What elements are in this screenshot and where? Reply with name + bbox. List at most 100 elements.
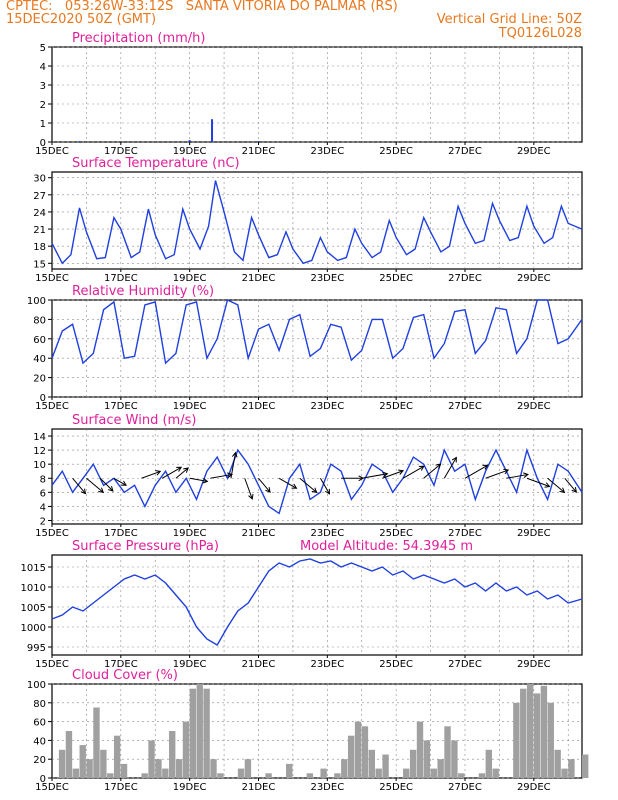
- wind-arrow-head: [418, 465, 425, 471]
- wind-arrow: [175, 467, 189, 479]
- wind-arrow: [423, 463, 441, 479]
- cloud-xtick-label: 27DEC: [448, 782, 482, 793]
- wind-arrow-head: [571, 487, 578, 493]
- rh-xtick-label: 25DEC: [379, 401, 413, 412]
- precip-xtick-label: 29DEC: [517, 146, 551, 157]
- pres-title: Surface Pressure (hPa): [72, 539, 219, 554]
- wind-arrow-head: [231, 451, 238, 458]
- cloud-bar: [540, 685, 548, 778]
- wind-ytick-label: 4: [40, 502, 46, 513]
- wind-ytick-label: 10: [33, 460, 46, 471]
- wind-arrow-head: [311, 487, 318, 494]
- rh-ytick-label: 40: [33, 354, 46, 365]
- cloud-bar: [182, 721, 190, 778]
- cloud-bar: [582, 754, 589, 778]
- precip-xtick-label: 23DEC: [310, 146, 344, 157]
- cloud-bar: [141, 773, 148, 778]
- rh-xtick-label: 29DEC: [517, 401, 551, 412]
- temp-ytick-label: 21: [33, 225, 46, 236]
- precip-ytick-label: 2: [40, 100, 46, 111]
- cloud-bar: [306, 773, 314, 778]
- wind-arrow: [443, 457, 457, 479]
- wind-arrow: [244, 478, 253, 500]
- wind-arrow: [547, 477, 565, 493]
- wind-arrow: [210, 473, 233, 479]
- wind-ytick-label: 6: [40, 488, 46, 499]
- wind-arrow-head: [183, 467, 189, 473]
- cloud-bar: [93, 707, 100, 778]
- wind-xtick-label: 17DEC: [104, 528, 138, 539]
- cloud-bar: [237, 768, 245, 778]
- wind-arrow-head: [121, 480, 127, 486]
- cloud-bar: [561, 768, 568, 778]
- pres-xtick-label: 19DEC: [173, 659, 207, 670]
- rh-xtick-label: 27DEC: [448, 401, 482, 412]
- pres-series-line: [51, 558, 583, 646]
- precip-bar: [78, 141, 81, 142]
- cloud-xtick-label: 15DEC: [35, 782, 69, 793]
- wind-xtick-label: 19DEC: [173, 528, 207, 539]
- cloud-bar: [79, 745, 86, 778]
- cloud-ytick-label: 60: [33, 718, 46, 729]
- precip-xtick-label: 21DEC: [242, 146, 276, 157]
- rh-xtick-label: 17DEC: [104, 401, 138, 412]
- wind-frame: [51, 428, 583, 525]
- wind-arrow-head: [248, 493, 254, 500]
- wind-arrow: [526, 477, 550, 487]
- cloud-bar: [375, 768, 382, 778]
- wind-arrow: [320, 478, 330, 495]
- cloud-bar: [430, 768, 437, 778]
- pres-xtick-label: 29DEC: [517, 659, 551, 670]
- precip-xtick-label: 15DEC: [35, 146, 69, 157]
- pres-xtick-label: 27DEC: [448, 659, 482, 670]
- cloud-bar: [196, 684, 203, 778]
- cloud-bar: [451, 740, 458, 778]
- temp-ytick-label: 27: [33, 191, 46, 202]
- cloud-bar: [286, 763, 293, 778]
- precip-bar: [211, 119, 214, 142]
- rh-ytick-label: 20: [33, 374, 46, 385]
- cloud-bar: [244, 759, 252, 778]
- cloud-bar: [217, 773, 224, 778]
- cloud-bar: [175, 759, 183, 778]
- cloud-bar: [444, 726, 451, 778]
- wind-xtick-label: 15DEC: [35, 528, 69, 539]
- wind-arrow: [86, 477, 104, 493]
- temp-ytick-label: 30: [33, 174, 46, 185]
- model-code: TQ0126L028: [498, 26, 582, 41]
- temp-xtick-label: 29DEC: [517, 273, 551, 284]
- wind-arrow: [506, 473, 529, 479]
- precip-bar: [188, 140, 191, 142]
- cloud-bar: [210, 759, 217, 778]
- pres-xtick-label: 21DEC: [242, 659, 276, 670]
- cloud-bar: [72, 768, 80, 778]
- pres-ytick-label: 1000: [21, 623, 46, 634]
- pres-xtick-label: 17DEC: [104, 659, 138, 670]
- precip-bar: [257, 141, 260, 142]
- wind-arrow: [99, 477, 114, 492]
- temp-series-line: [51, 180, 583, 265]
- wind-arrow: [278, 477, 297, 489]
- cloud-bar: [347, 735, 355, 778]
- temp-xtick-label: 17DEC: [104, 273, 138, 284]
- cloud-xtick-label: 19DEC: [173, 782, 207, 793]
- wind-arrow: [141, 470, 161, 479]
- cloud-bar: [382, 754, 389, 778]
- pres-xtick-label: 25DEC: [379, 659, 413, 670]
- cloud-bar: [554, 749, 561, 778]
- wind-arrow: [464, 464, 488, 479]
- wind-ytick-label: 8: [40, 474, 46, 485]
- rh-ytick-label: 60: [33, 335, 46, 346]
- pres-xtick-label: 15DEC: [35, 659, 69, 670]
- wind-arrow-head: [324, 488, 330, 495]
- wind-arrow-head: [155, 470, 162, 476]
- temp-xtick-label: 15DEC: [35, 273, 69, 284]
- cloud-xtick-label: 21DEC: [242, 782, 276, 793]
- rh-ytick-label: 100: [27, 296, 46, 307]
- wind-arrow-head: [398, 469, 405, 475]
- wind-arrow: [402, 465, 425, 479]
- wind-arrow: [361, 473, 388, 479]
- cloud-ytick-label: 0: [40, 774, 46, 785]
- cloud-ytick-label: 20: [33, 755, 46, 766]
